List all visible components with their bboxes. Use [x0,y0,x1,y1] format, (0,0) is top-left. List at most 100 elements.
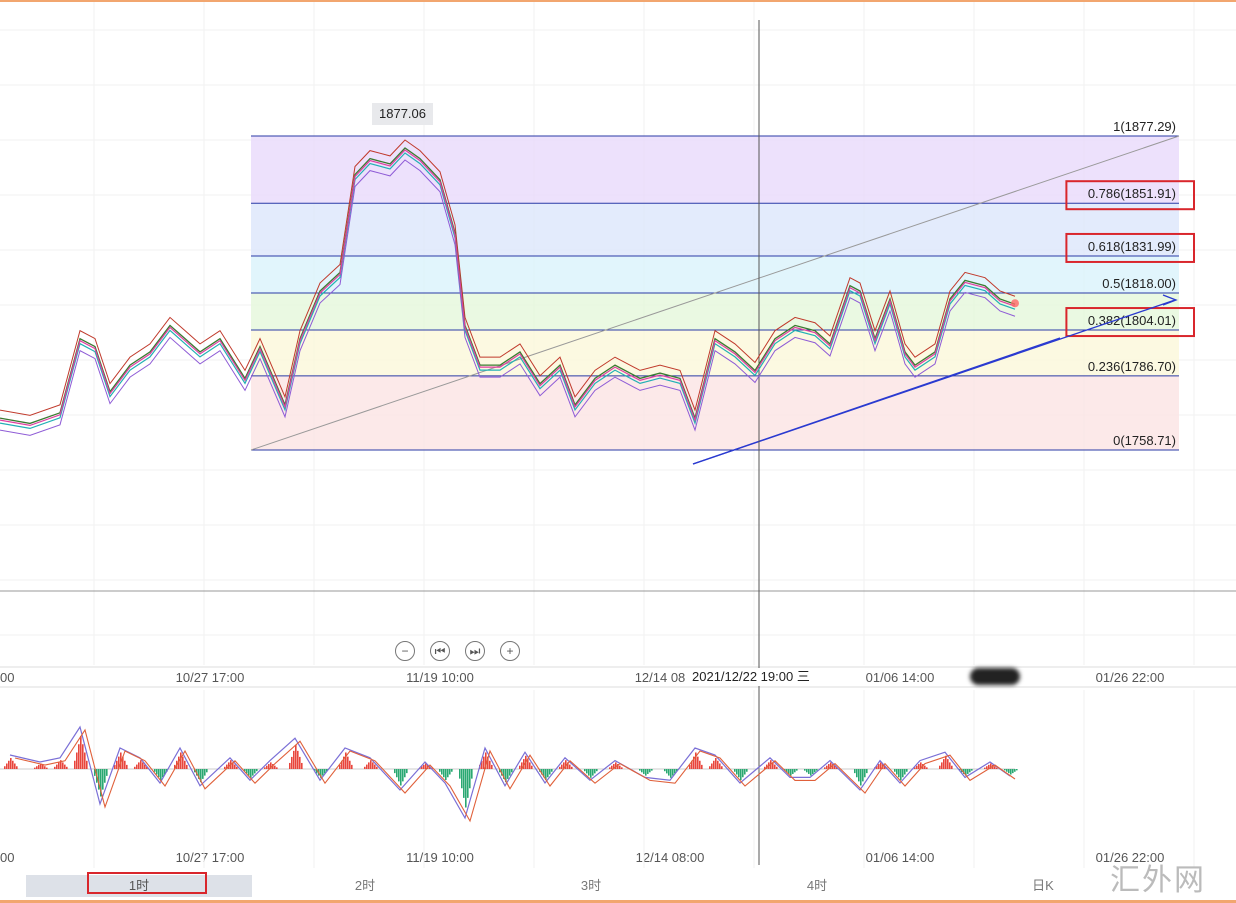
macd-bar [529,762,531,769]
macd-bar [274,765,276,769]
macd-bar [721,766,723,769]
macd-bar [394,769,396,774]
macd-bar [826,765,828,769]
macd-bar [299,756,301,769]
macd-bar [12,760,14,769]
next-button[interactable]: ⏭ [465,641,485,661]
macd-bar [519,765,521,769]
macd-bar [483,756,485,769]
plus-circle-icon: + [506,644,514,658]
macd-bar [451,769,453,772]
ma-line-cyan [0,152,1016,430]
macd-bar [924,765,926,769]
macd-bar [824,767,826,769]
macd-bar [322,769,324,776]
macd-bar [236,766,238,769]
macd-bar [301,762,303,769]
macd-bar [939,765,941,769]
macd-bar [914,767,916,769]
macd-bar [711,763,713,769]
macd-bar [463,769,465,798]
macd-bar [398,769,400,782]
macd-bar [74,760,76,769]
macd-bar [734,769,736,772]
macd-bar [343,756,345,769]
macd-bar [204,769,206,776]
macd-bar [465,769,467,808]
macd-bar [425,763,427,769]
zoom-out-button[interactable]: − [395,641,415,661]
fib-band [251,255,1179,293]
macd-bar [182,756,184,769]
macd-bar [291,756,293,769]
macd-bar [66,766,68,769]
macd-bar [140,760,142,769]
x-tick-bottom: 00 [0,850,14,865]
macd-bar [44,766,46,769]
macd-bar [666,769,668,774]
macd-bar [969,769,971,773]
macd-bar [406,769,408,774]
macd-bar [641,769,643,773]
bottom-border [0,900,1236,903]
macd-bar [324,769,326,774]
macd-bar [270,762,272,769]
macd-bar [965,769,967,776]
macd-bar [116,760,118,769]
macd-bar [676,769,678,772]
macd-bar [509,769,511,776]
macd-bar [609,767,611,769]
macd-bar [158,769,160,778]
macd-bar [264,767,266,769]
macd-bar [295,744,297,769]
macd-bar [40,763,42,769]
macd-bar [971,769,973,771]
macd-bar [668,769,670,776]
macd-bar [16,766,18,769]
uptrend-line [692,337,1061,465]
macd-bar [402,769,404,782]
macd-bar [58,762,60,769]
macd-bar [792,769,794,774]
macd-bar [592,769,594,776]
tab-1h[interactable]: 1时 [26,875,252,897]
macd-bar [439,769,441,772]
macd-bar [122,756,124,769]
fib-band [251,375,1179,450]
ma-line-magenta [0,149,1016,427]
prev-button[interactable]: ⏮ [430,641,450,661]
tab-daily[interactable]: 日K [1032,878,1054,893]
macd-bar [588,769,590,776]
macd-bar [487,756,489,769]
x-tick-bottom: 10/27 17:00 [176,850,245,865]
macd-bar [569,764,571,769]
tab-3h[interactable]: 3时 [580,878,602,893]
macd-bar [672,769,674,776]
macd-bar [138,762,140,769]
macd-bar [104,769,106,783]
tab-2h[interactable]: 2时 [354,878,376,893]
macd-bar [8,760,10,769]
macd-bar [1016,769,1018,771]
macd-bar [345,752,347,769]
macd-bar [1012,769,1014,774]
x-tick-top: 11/19 10:00 [406,670,474,685]
macd-bar [1006,769,1008,772]
macd-bar [649,769,651,773]
macd-bar [60,760,62,769]
macd-bar [82,744,84,769]
macd-bar [56,764,58,769]
macd-bar [984,767,986,769]
macd-bar [106,769,108,776]
top-border [0,0,1236,2]
macd-bar [459,769,461,779]
tab-4h[interactable]: 4时 [806,878,828,893]
macd-bar [503,769,505,779]
macd-bar [36,766,38,769]
macd-bar [786,769,788,773]
macd-bar [1004,769,1006,771]
macd-bar [1010,769,1012,775]
zoom-in-button[interactable]: + [500,641,520,661]
macd-bar [804,769,806,771]
macd-bar [180,752,182,769]
